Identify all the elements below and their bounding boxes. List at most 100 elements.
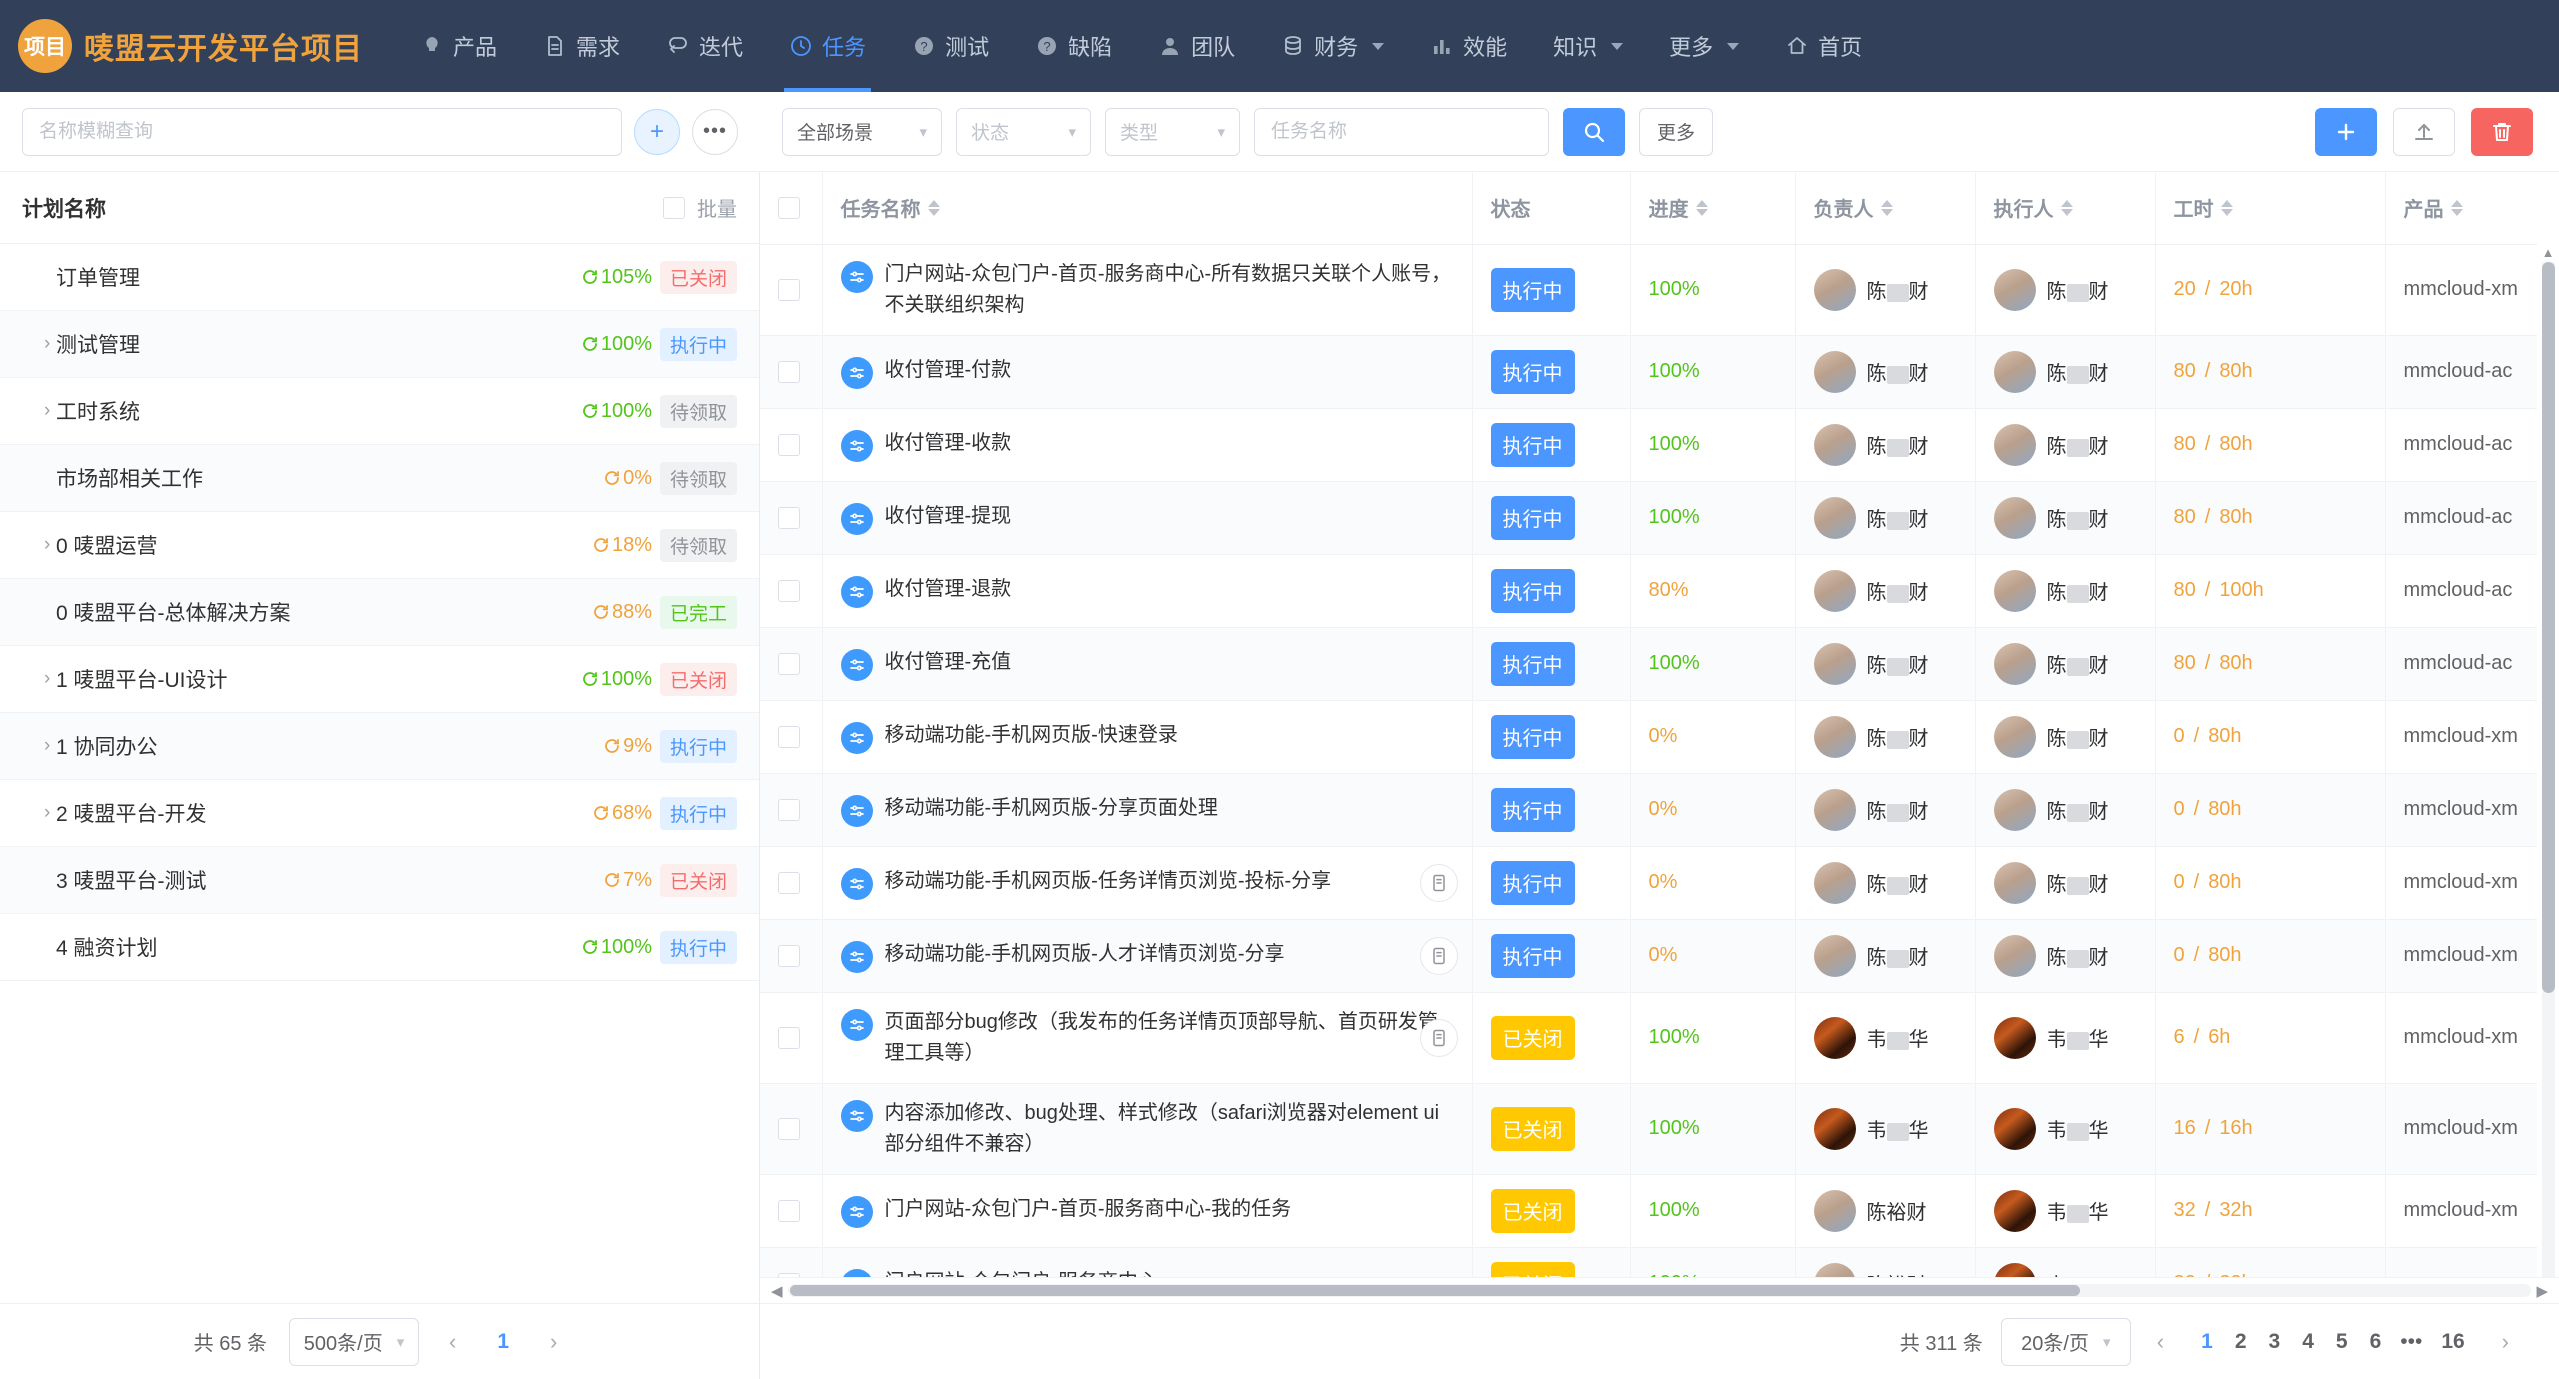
task-name-cell[interactable]: 移动端功能-手机网页版-快速登录 <box>822 700 1473 774</box>
horizontal-scroll-track[interactable] <box>787 1284 2532 1297</box>
task-name-cell[interactable]: 移动端功能-手机网页版-分享页面处理 <box>822 773 1473 847</box>
row-checkbox[interactable] <box>778 433 800 456</box>
task-name-cell[interactable]: 收付管理-提现 <box>822 481 1473 555</box>
row-checkbox[interactable] <box>778 725 800 748</box>
plan-more-button[interactable]: ••• <box>692 108 738 155</box>
scroll-left-icon[interactable]: ◀ <box>771 1282 783 1300</box>
task-next-page-button[interactable]: › <box>2501 1328 2509 1354</box>
nav-item-知识[interactable]: 知识 <box>1530 0 1646 92</box>
task-name-cell[interactable]: 收付管理-退款 <box>822 554 1473 628</box>
row-checkbox[interactable] <box>778 360 800 383</box>
nav-item-效能[interactable]: 效能 <box>1407 0 1530 92</box>
task-table-vertical-scrollbar[interactable]: ▲ <box>2537 244 2559 1277</box>
task-page-4[interactable]: 4 <box>2302 1329 2314 1353</box>
sort-toggle-icon[interactable] <box>2060 199 2073 216</box>
task-name-cell[interactable]: 收付管理-付款 <box>822 335 1473 409</box>
attachment-icon[interactable] <box>1419 1018 1458 1057</box>
task-name-cell[interactable]: 收付管理-充值 <box>822 627 1473 701</box>
table-row[interactable]: 移动端功能-手机网页版-分享页面处理 执行中 0% 陈财 陈财 0 / 80h mmcloud-… <box>760 773 2559 847</box>
sort-toggle-icon[interactable] <box>927 199 940 216</box>
sort-toggle-icon[interactable] <box>1695 199 1708 216</box>
task-page-size-select[interactable]: 20条/页 ▾ <box>2000 1317 2131 1366</box>
table-row[interactable]: 移动端功能-手机网页版-人才详情页浏览-分享 执行中 0% 陈财 陈财 0 / 80h mmcl… <box>760 919 2559 993</box>
row-checkbox[interactable] <box>778 1199 800 1222</box>
task-page-2[interactable]: 2 <box>2234 1329 2247 1353</box>
plan-row[interactable]: › 工时系统 100% 待领取 <box>0 378 759 445</box>
plan-row[interactable]: › 测试管理 100% 执行中 <box>0 311 759 378</box>
attachment-icon[interactable] <box>1419 936 1458 975</box>
plan-page-1[interactable]: 1 <box>497 1329 510 1353</box>
table-row[interactable]: 页面部分bug修改（我发布的任务详情页顶部导航、首页研发管理工具等） 已关闭 100… <box>760 992 2559 1084</box>
plan-list[interactable]: ›订单管理105%已关闭›测试管理100%执行中›工时系统100%待领取›市场部… <box>0 244 759 1303</box>
vertical-scroll-thumb[interactable] <box>2541 262 2555 993</box>
search-button[interactable] <box>1563 107 1625 156</box>
nav-item-团队[interactable]: 团队 <box>1135 0 1258 92</box>
expand-chevron-icon[interactable]: › <box>44 333 51 354</box>
column-header-hour[interactable]: 工时 <box>2155 172 2386 245</box>
task-name-cell[interactable]: 门户网站-众包门户-服务商中心 <box>822 1247 1473 1277</box>
column-header-prod[interactable]: 产品 <box>2385 172 2559 245</box>
table-row[interactable]: 移动端功能-手机网页版-任务详情页浏览-投标-分享 执行中 0% 陈财 陈财 0 / 80h m… <box>760 846 2559 920</box>
create-task-button[interactable] <box>2315 107 2377 156</box>
nav-item-更多[interactable]: 更多 <box>1646 0 1762 92</box>
row-checkbox[interactable] <box>778 798 800 821</box>
task-name-cell[interactable]: 门户网站-众包门户-首页-服务商中心-所有数据只关联个人账号，不关联组织架构 <box>822 244 1473 336</box>
plan-page-size-select[interactable]: 500条/页 ▾ <box>289 1317 419 1366</box>
expand-chevron-icon[interactable]: › <box>44 668 51 689</box>
attachment-icon[interactable] <box>1419 863 1458 902</box>
page-ellipsis[interactable]: ••• <box>2400 1329 2423 1353</box>
column-header-owner[interactable]: 负责人 <box>1795 172 1976 245</box>
plan-prev-page-button[interactable]: ‹ <box>449 1328 457 1354</box>
row-checkbox[interactable] <box>778 871 800 894</box>
plan-row[interactable]: › 1 唛盟平台-UI设计 100% 已关闭 <box>0 646 759 713</box>
task-name-search-input[interactable] <box>1254 107 1549 156</box>
row-checkbox[interactable] <box>778 944 800 967</box>
task-page-6[interactable]: 6 <box>2369 1329 2382 1353</box>
row-checkbox[interactable] <box>778 506 800 529</box>
sort-toggle-icon[interactable] <box>2220 199 2233 216</box>
sort-toggle-icon[interactable] <box>1880 199 1893 216</box>
row-checkbox[interactable] <box>778 1117 800 1140</box>
task-name-cell[interactable]: 移动端功能-手机网页版-人才详情页浏览-分享 <box>822 919 1473 993</box>
more-filters-button[interactable]: 更多 <box>1639 107 1713 156</box>
task-page-last[interactable]: 16 <box>2441 1329 2465 1353</box>
column-header-name[interactable]: 任务名称 <box>822 172 1473 245</box>
task-page-5[interactable]: 5 <box>2335 1329 2348 1353</box>
task-name-cell[interactable]: 收付管理-收款 <box>822 408 1473 482</box>
row-checkbox[interactable] <box>778 652 800 675</box>
plan-row[interactable]: › 2 唛盟平台-开发 68% 执行中 <box>0 780 759 847</box>
scroll-right-icon[interactable]: ▶ <box>2536 1282 2548 1300</box>
nav-item-产品[interactable]: 产品 <box>397 0 520 92</box>
nav-item-财务[interactable]: 财务 <box>1258 0 1407 92</box>
select-all-checkbox[interactable] <box>778 196 800 219</box>
vertical-scroll-track[interactable] <box>2541 262 2555 1277</box>
table-row[interactable]: 移动端功能-手机网页版-快速登录 执行中 0% 陈财 陈财 0 / 80h mmcloud-xm… <box>760 700 2559 774</box>
sort-toggle-icon[interactable] <box>2450 199 2463 216</box>
expand-chevron-icon[interactable]: › <box>44 802 51 823</box>
nav-item-任务[interactable]: 任务 <box>766 0 889 92</box>
nav-item-需求[interactable]: 需求 <box>520 0 643 92</box>
table-row[interactable]: 内容添加修改、bug处理、样式修改（safari浏览器对element ui部分… <box>760 1083 2559 1175</box>
expand-chevron-icon[interactable]: › <box>44 534 51 555</box>
task-page-1[interactable]: 1 <box>2201 1329 2213 1353</box>
delete-button[interactable] <box>2471 107 2533 156</box>
expand-chevron-icon[interactable]: › <box>44 735 51 756</box>
row-checkbox[interactable] <box>778 278 800 301</box>
plan-row[interactable]: › 1 协同办公 9% 执行中 <box>0 713 759 780</box>
nav-item-缺陷[interactable]: ? 缺陷 <box>1012 0 1135 92</box>
row-checkbox[interactable] <box>778 1026 800 1049</box>
nav-item-迭代[interactable]: 迭代 <box>643 0 766 92</box>
type-select[interactable]: 类型 ▾ <box>1105 107 1240 156</box>
nav-item-首页[interactable]: 首页 <box>1762 0 1885 92</box>
batch-checkbox[interactable] <box>663 196 685 219</box>
column-header-prog[interactable]: 进度 <box>1630 172 1796 245</box>
table-row[interactable]: 门户网站-众包门户-服务商中心已关闭100%陈裕财韦32/32hprj-m <box>760 1247 2559 1277</box>
task-name-cell[interactable]: 页面部分bug修改（我发布的任务详情页顶部导航、首页研发管理工具等） <box>822 992 1473 1084</box>
